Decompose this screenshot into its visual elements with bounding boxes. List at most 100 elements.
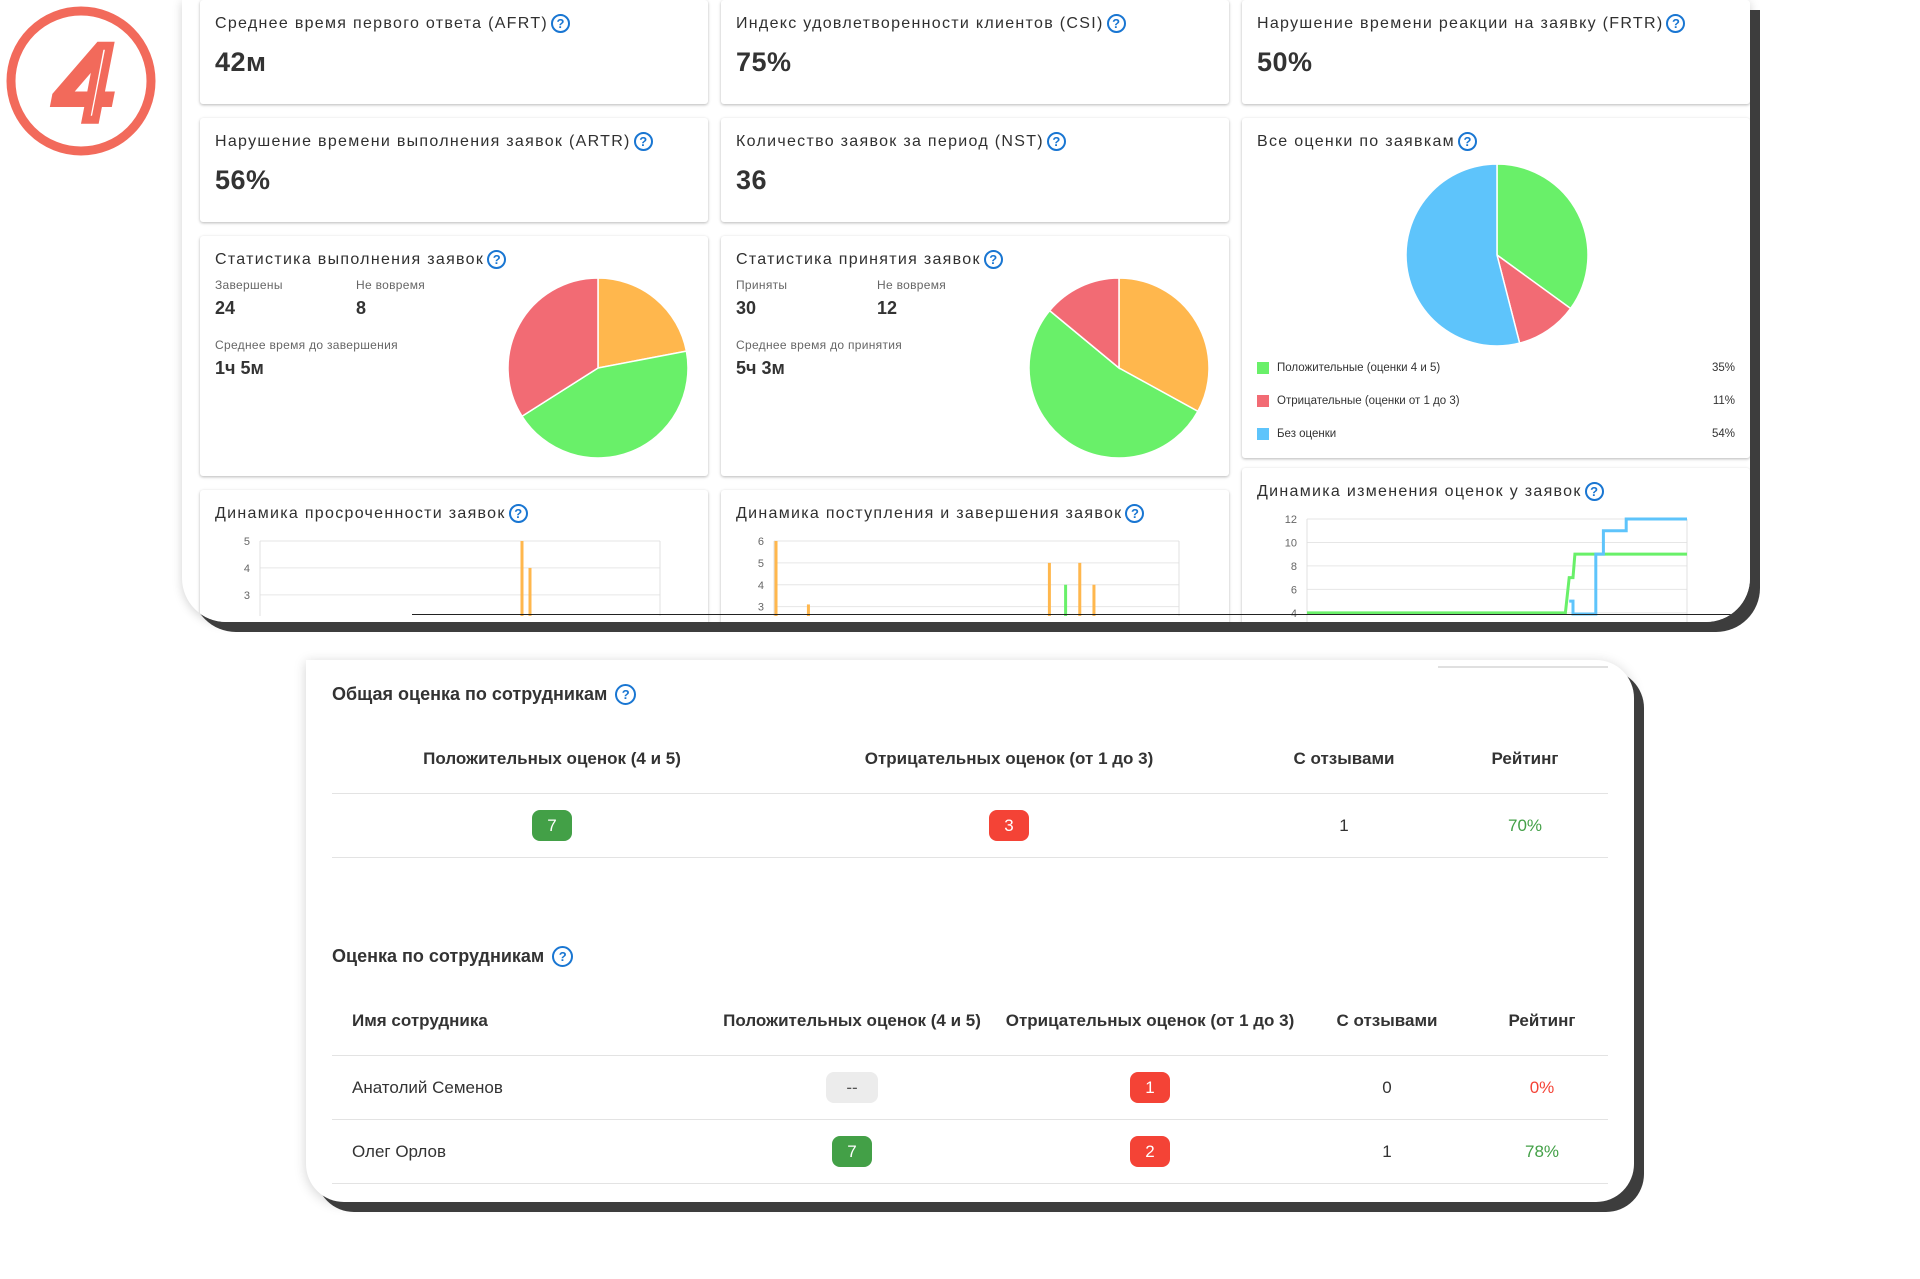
employee-name: Анатолий Семенов [352,1077,503,1097]
help-icon[interactable]: ? [508,504,528,523]
pie-slice-1 [1028,309,1199,459]
bar [1078,562,1082,616]
column-header-name[interactable]: Имя сотрудника [352,1010,488,1030]
acceptance-avg-label: Среднее время до принятия [736,338,903,352]
overall-by-staff-title: Общая оценка по сотрудникам ? [332,684,637,705]
positive-cell: -- [702,1072,1002,1103]
acceptance-late-value: 12 [877,298,898,318]
help-icon[interactable]: ? [1457,132,1477,151]
all-ratings-title: Все оценки по заявкам [1257,132,1455,150]
series-line-0 [1307,552,1687,615]
accepted-stat: Приняты 30 [736,278,787,319]
y-tick-label: 10 [1285,537,1297,549]
completion-avg-stat: Среднее время до завершения 1ч 5м [215,338,398,379]
bar [1092,584,1096,616]
with-reviews-count: 1 [1339,815,1349,835]
bar [1047,562,1051,616]
rating-dynamics-title: Динамика изменения оценок у заявок [1257,482,1582,500]
rating-line-chart: 12 10 8 6 4 [1285,514,1688,622]
acceptance-avg-value: 5ч 3м [736,358,785,378]
negative-cell: 3 [772,810,1246,841]
column-header-rating[interactable]: Рейтинг [1491,748,1559,768]
acceptance-late-stat: Не вовремя 12 [877,278,946,319]
staff-ratings-panel: Общая оценка по сотрудникам ? Положитель… [306,660,1634,1202]
column-header-rating[interactable]: Рейтинг [1508,1010,1576,1030]
legend-label-unrated: Без оценки [1277,428,1337,440]
kpi-frtr-label: Нарушение времени реакции на заявку (FRT… [1257,14,1664,32]
kpi-frtr-value: 50% [1257,47,1313,77]
completed-stat: Завершены 24 [215,278,283,319]
acceptance-stats-title: Статистика принятия заявок [736,250,981,268]
y-tick-label: 4 [758,580,764,592]
legend-pct-positive: 35% [1711,362,1735,374]
positive-cell: 7 [332,810,772,841]
completion-stats-title: Статистика выполнения заявок [215,250,485,268]
help-icon[interactable]: ? [552,946,574,967]
pie-slice-2 [507,277,599,418]
legend-item-negative: Отрицательные (оценки от 1 до 3) 11% [1257,395,1735,407]
series-line-1 [1569,517,1687,616]
y-tick-label: 8 [1291,561,1297,573]
by-staff-title: Оценка по сотрудникам ? [332,946,574,967]
intake-dynamics-card: Динамика поступления и завершения заявок… [721,490,1229,622]
kpi-artr-label: Нарушение времени выполнения заявок (ART… [215,132,631,150]
help-icon[interactable]: ? [551,14,571,33]
completed-label: Завершены [215,278,283,292]
negative-count-badge: 3 [989,810,1029,841]
rating-value: 78% [1524,1141,1560,1161]
all-ratings-card: Все оценки по заявкам? Положительные (оц… [1242,118,1750,458]
positive-count-badge: 7 [532,810,572,841]
table-header: Имя сотрудника Положительных оценок (4 и… [332,986,1608,1056]
help-icon[interactable]: ? [1046,132,1066,151]
completion-avg-label: Среднее время до завершения [215,338,398,352]
help-icon[interactable]: ? [615,684,637,705]
rating-value: 70% [1507,815,1543,835]
y-tick-label: 6 [1291,584,1297,596]
kpi-card-nst: Количество заявок за период (NST)? 36 [721,118,1229,222]
with-reviews-count: 0 [1382,1077,1392,1097]
legend-item-unrated: Без оценки 54% [1257,428,1735,440]
table-row: 7 3 1 70% [332,794,1608,858]
table-header: Положительных оценок (4 и 5) Отрицательн… [332,724,1608,794]
legend-item-positive: Положительные (оценки 4 и 5) 35% [1257,362,1735,374]
column-header-negative[interactable]: Отрицательных оценок (от 1 до 3) [864,748,1154,768]
y-tick-label: 5 [758,558,764,570]
column-header-positive[interactable]: Положительных оценок (4 и 5) [423,748,681,768]
negative-count-badge: 1 [1130,1072,1170,1103]
column-header-negative[interactable]: Отрицательных оценок (от 1 до 3) [1005,1010,1295,1030]
rating-value: 0% [1529,1077,1555,1097]
acceptance-stats-card: Статистика принятия заявок? Приняты 30 Н… [721,236,1229,476]
help-icon[interactable]: ? [1106,14,1126,33]
y-tick-label: 4 [1291,608,1297,620]
completion-stats-card: Статистика выполнения заявок? Завершены … [200,236,708,476]
overdue-dynamics-title: Динамика просроченности заявок [215,504,506,522]
intake-dynamics-title: Динамика поступления и завершения заявок [736,504,1123,522]
help-icon[interactable]: ? [1666,14,1686,33]
acceptance-late-label: Не вовремя [877,278,947,292]
positive-count-badge: 7 [832,1136,872,1167]
help-icon[interactable]: ? [633,132,653,151]
bar [1064,584,1068,616]
kpi-card-csi: Индекс удовлетворенности клиентов (CSI)?… [721,0,1229,104]
intake-bar-chart: 6 5 4 3 [758,536,1180,616]
y-tick-label: 3 [758,602,764,614]
positive-count-badge: -- [826,1072,878,1103]
by-staff-table: Имя сотрудника Положительных оценок (4 и… [332,986,1608,1184]
column-header-positive[interactable]: Положительных оценок (4 и 5) [723,1010,981,1030]
acceptance-pie-chart [1028,277,1210,459]
completed-value: 24 [215,298,236,318]
analytics-dashboard-panel: Среднее время первого ответа (AFRT)? 42м… [182,0,1750,622]
kpi-card-artr: Нарушение времени выполнения заявок (ART… [200,118,708,222]
negative-cell: 2 [1002,1136,1298,1167]
help-icon[interactable]: ? [1584,482,1604,501]
bar [528,567,532,616]
kpi-nst-value: 36 [736,165,768,195]
column-header-with-reviews[interactable]: С отзывами [1293,748,1395,768]
help-icon[interactable]: ? [487,250,507,269]
help-icon[interactable]: ? [983,250,1003,269]
kpi-card-frtr: Нарушение времени реакции на заявку (FRT… [1242,0,1750,104]
column-header-with-reviews[interactable]: С отзывами [1336,1010,1438,1030]
positive-cell: 7 [702,1136,1002,1167]
pie-slice-0 [597,277,688,369]
help-icon[interactable]: ? [1125,504,1145,523]
